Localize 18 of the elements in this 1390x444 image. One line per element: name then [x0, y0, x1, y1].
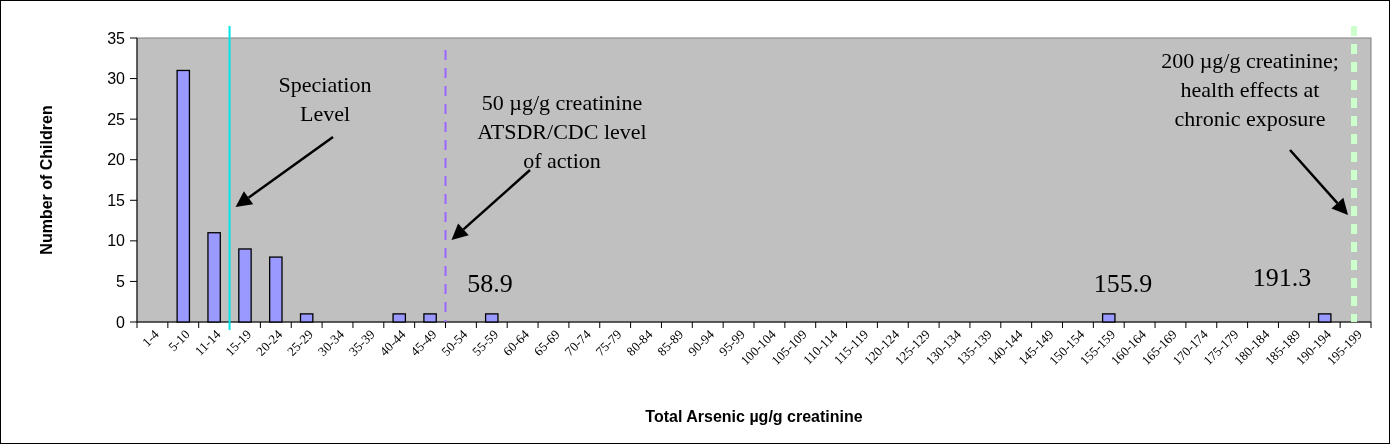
ref-line-label: 50 µg/g creatinine ATSDR/CDC level of action — [477, 90, 647, 173]
y-tick-label: 10 — [107, 232, 126, 250]
y-tick-label: 25 — [107, 110, 126, 128]
y-tick-label: 0 — [116, 313, 126, 331]
annotation: 191.3 — [1252, 263, 1312, 292]
y-tick-label: 20 — [107, 151, 126, 169]
y-tick-label: 5 — [116, 273, 126, 291]
y-tick-label: 15 — [107, 191, 126, 209]
y-tick-label: 35 — [107, 29, 126, 47]
x-tick-label: 1-4 — [138, 326, 163, 350]
y-axis-title: Number of Children — [38, 105, 55, 255]
annotation: 155.9 — [1093, 269, 1153, 298]
ref-line-label: Speciation Level — [278, 72, 372, 126]
y-tick-label: 30 — [107, 70, 126, 88]
x-tick-label: 5-10 — [165, 326, 193, 355]
x-axis-title: Total Arsenic µg/g creatinine — [645, 408, 863, 425]
annotation: 58.9 — [467, 269, 513, 298]
ref-line-label: 200 µg/g creatinine; health effects at chronic exposure — [1161, 48, 1339, 131]
